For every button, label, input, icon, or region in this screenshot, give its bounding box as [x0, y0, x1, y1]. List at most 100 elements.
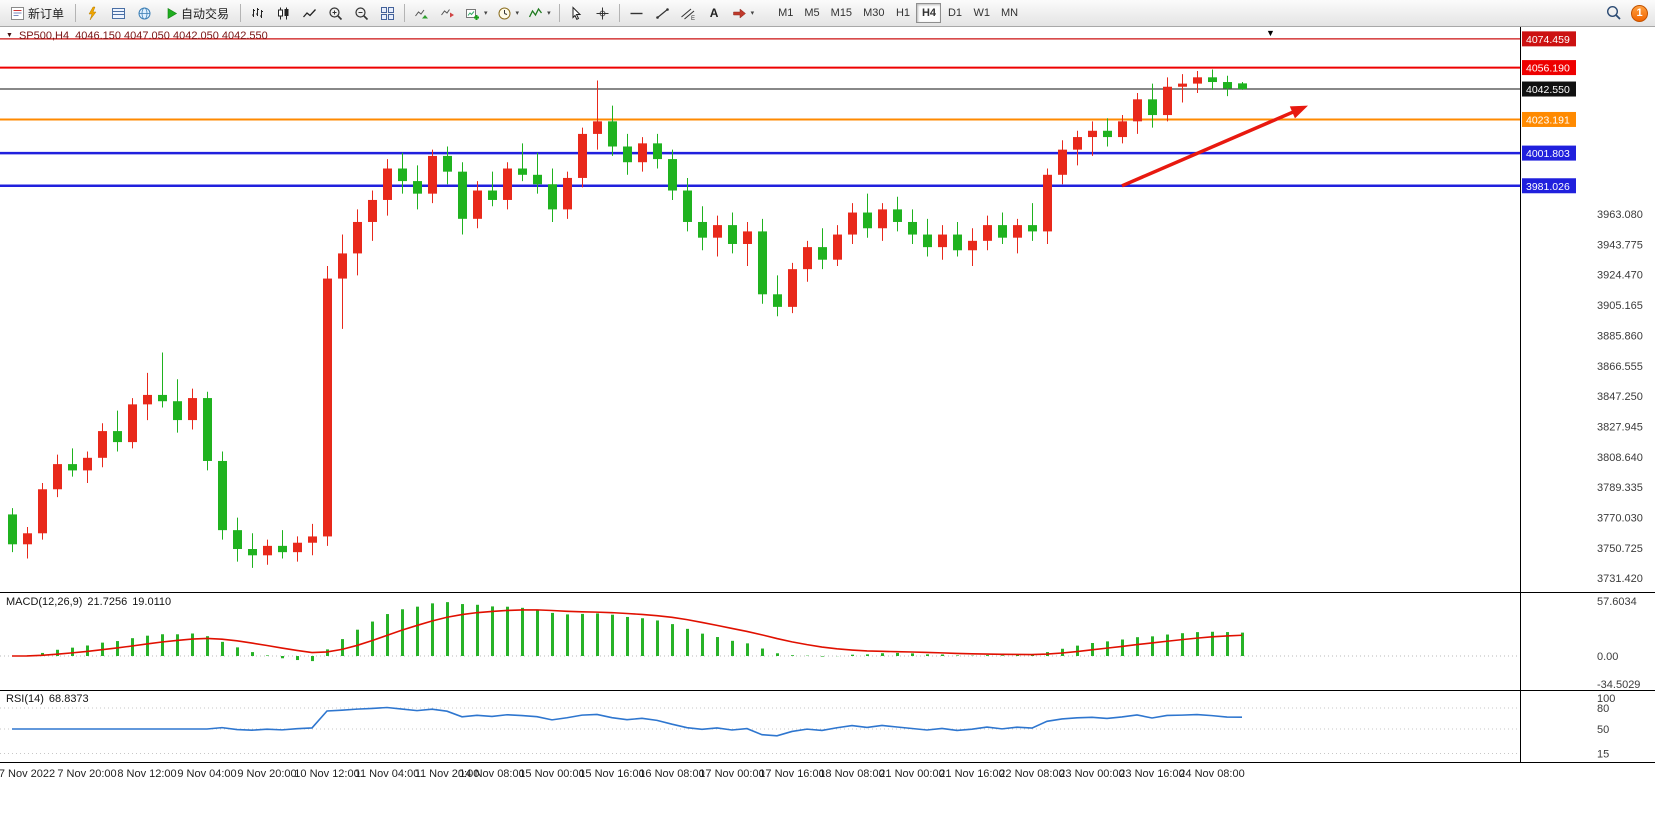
- time-axis-label: 17 Nov 00:00: [699, 768, 765, 780]
- auto-trading-button[interactable]: 自动交易: [158, 2, 236, 24]
- auto-scroll-button[interactable]: [409, 2, 434, 24]
- price-axis-labels[interactable]: 3963.080 3943.775 3924.470 3905.165 3885.860…: [1597, 209, 1643, 585]
- svg-text:3943.775: 3943.775: [1597, 239, 1643, 251]
- market-watch-button[interactable]: [80, 2, 105, 24]
- svg-text:3963.080: 3963.080: [1597, 209, 1643, 221]
- macd-chart[interactable]: 57.6034 0.00 -34.5029: [0, 594, 1655, 691]
- new-chart-button[interactable]: ▾: [461, 2, 492, 24]
- time-axis-label: 23 Nov 00:00: [1059, 768, 1125, 780]
- cursor-icon: [569, 5, 584, 21]
- svg-text:100: 100: [1597, 693, 1615, 705]
- symbol-period-label: SP500,H4: [18, 30, 70, 42]
- timeframe-d1-button[interactable]: D1: [942, 3, 967, 23]
- toolbar-right-group: 1: [1601, 2, 1652, 24]
- periodicity-button[interactable]: ▾: [493, 2, 524, 24]
- timeframe-m15-button[interactable]: M15: [826, 3, 857, 23]
- timeframe-m30-button[interactable]: M30: [858, 3, 889, 23]
- chevron-down-icon: ▾: [750, 10, 755, 17]
- new-order-button[interactable]: 新订单: [3, 2, 71, 24]
- timeframe-h4-button[interactable]: H4: [916, 3, 942, 23]
- tile-windows-button[interactable]: [375, 2, 400, 24]
- auto-scroll-icon: [414, 6, 429, 21]
- svg-text:3770.030: 3770.030: [1597, 513, 1643, 525]
- svg-text:3847.250: 3847.250: [1597, 391, 1643, 403]
- globe-icon: [137, 6, 152, 21]
- rsi-label: RSI(14) 68.8373: [6, 693, 89, 705]
- time-axis-label: 14 Nov 08:00: [459, 768, 525, 780]
- timeframe-h1-button[interactable]: H1: [890, 3, 915, 23]
- data-window-button[interactable]: [106, 2, 131, 24]
- notification-count: 1: [1636, 7, 1643, 19]
- time-axis-label: 7 Nov 20:00: [57, 768, 117, 780]
- time-axis[interactable]: 7 Nov 2022 7 Nov 20:00 8 Nov 12:00 9 Nov 04…: [0, 762, 1655, 788]
- time-axis-label: 18 Nov 08:00: [819, 768, 885, 780]
- chart-shift-button[interactable]: [435, 2, 460, 24]
- terminal-button[interactable]: [132, 2, 157, 24]
- arrow-shape-icon: [732, 6, 747, 21]
- ohlc-values: 4046.150 4047.050 4042.050 4042.550: [75, 30, 268, 42]
- svg-text:4056.190: 4056.190: [1526, 63, 1570, 75]
- equidistant-channel-button[interactable]: E: [676, 2, 701, 24]
- rsi-name: RSI(14): [6, 693, 44, 705]
- svg-text:4023.191: 4023.191: [1526, 114, 1570, 126]
- chevron-down-icon: ▾: [547, 10, 551, 17]
- arrows-tool-button[interactable]: ▾: [728, 2, 759, 24]
- time-axis-label: 11 Nov 04:00: [354, 768, 420, 780]
- chart-title: ▼ SP500,H4 4046.150 4047.050 4042.050 40…: [6, 30, 268, 42]
- chart-shift-marker[interactable]: ▼: [1266, 28, 1275, 38]
- chart-shift-icon: [440, 6, 455, 21]
- time-axis-label: 15 Nov 00:00: [519, 768, 585, 780]
- timeframe-mn-button[interactable]: MN: [996, 3, 1023, 23]
- text-tool-button[interactable]: A: [702, 2, 727, 24]
- timeframe-m5-button[interactable]: M5: [799, 3, 824, 23]
- notification-badge[interactable]: 1: [1631, 4, 1648, 22]
- chevron-down-icon: ▾: [515, 10, 520, 17]
- rsi-panel[interactable]: 100 80 50 15: [0, 690, 1655, 762]
- play-icon: [165, 7, 178, 20]
- line-chart-button[interactable]: [297, 2, 322, 24]
- candlestick-chart-button[interactable]: [271, 2, 296, 24]
- zoom-out-button[interactable]: [349, 2, 374, 24]
- clock-icon: [497, 6, 512, 21]
- macd-axis-labels[interactable]: 57.6034 0.00 -34.5029: [1597, 596, 1640, 691]
- price-chart[interactable]: 4074.459 4056.190 4042.550 4023.191 4001.803…: [0, 27, 1655, 592]
- indicators-icon: [528, 6, 543, 21]
- bar-chart-icon: [250, 6, 265, 21]
- trendline-button[interactable]: [650, 2, 675, 24]
- timeframe-m1-button[interactable]: M1: [773, 3, 798, 23]
- indicators-button[interactable]: ▾: [524, 2, 555, 24]
- candlestick-icon: [276, 6, 291, 21]
- horizontal-lines[interactable]: [0, 38, 1520, 188]
- zoom-in-button[interactable]: [323, 2, 348, 24]
- trend-arrow[interactable]: [1121, 105, 1308, 188]
- time-axis-label: 10 Nov 12:00: [294, 768, 360, 780]
- time-axis-label: 23 Nov 16:00: [1119, 768, 1185, 780]
- bar-chart-button[interactable]: [245, 2, 270, 24]
- symbol-search-button[interactable]: [1601, 2, 1626, 24]
- svg-text:3885.860: 3885.860: [1597, 330, 1643, 342]
- macd-panel[interactable]: 57.6034 0.00 -34.5029: [0, 592, 1655, 691]
- timeframe-group: M1 M5 M15 M30 H1 H4 D1 W1 MN: [773, 3, 1023, 23]
- cursor-button[interactable]: [564, 2, 589, 24]
- svg-text:4001.803: 4001.803: [1526, 148, 1570, 160]
- macd-histogram: [26, 602, 1244, 662]
- rsi-value: 68.8373: [48, 693, 89, 705]
- channel-icon: E: [680, 6, 696, 21]
- rsi-line: [12, 706, 1243, 737]
- price-chart-panel[interactable]: 4074.459 4056.190 4042.550 4023.191 4001.803…: [0, 27, 1655, 592]
- new-chart-icon: [465, 6, 480, 21]
- timeframe-w1-button[interactable]: W1: [968, 3, 995, 23]
- svg-text:3905.165: 3905.165: [1597, 300, 1643, 312]
- new-order-label: 新订单: [28, 6, 65, 21]
- zoom-in-icon: [328, 6, 343, 21]
- crosshair-button[interactable]: [590, 2, 615, 24]
- svg-text:3981.026: 3981.026: [1526, 181, 1570, 193]
- auto-trading-label: 自动交易: [181, 6, 230, 21]
- macd-main-value: 21.7256: [87, 596, 128, 608]
- time-axis-label: 9 Nov 04:00: [177, 768, 237, 780]
- svg-text:3789.335: 3789.335: [1597, 482, 1643, 494]
- horizontal-line-button[interactable]: [624, 2, 649, 24]
